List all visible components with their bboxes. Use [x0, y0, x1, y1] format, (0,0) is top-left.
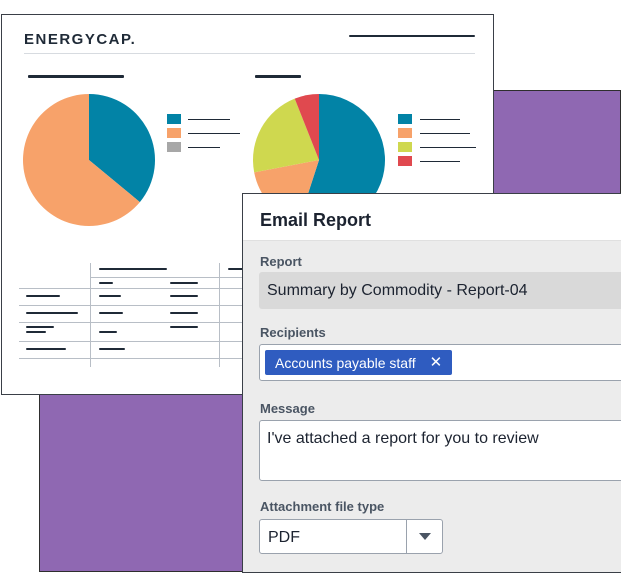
table-cell-placeholder: [170, 326, 198, 328]
recipient-chip[interactable]: Accounts payable staff ✕: [265, 350, 453, 375]
report-label: Report: [260, 254, 302, 269]
table-cell-placeholder: [99, 331, 117, 333]
legend2-label-placeholder: [420, 161, 460, 162]
legend1-swatch-gray: [167, 142, 181, 152]
pie-chart-2: [253, 94, 385, 226]
legend1-label-placeholder: [188, 119, 230, 120]
table-cell-placeholder: [99, 295, 121, 297]
table-cell-placeholder: [26, 348, 66, 350]
recipient-chip-label: Accounts payable staff: [275, 354, 416, 371]
table-cell-placeholder: [99, 282, 113, 284]
legend1-label-placeholder: [188, 147, 220, 148]
table-cell-placeholder: [26, 331, 46, 333]
table-cell-placeholder: [26, 326, 54, 328]
table-cell-placeholder: [170, 312, 198, 314]
energycap-logo: ENERGYCAP.: [24, 31, 137, 48]
table-rule: [19, 305, 244, 306]
table-cell-placeholder: [26, 312, 78, 314]
report-field: Summary by Commodity - Report-04: [259, 272, 621, 309]
close-icon[interactable]: ✕: [429, 354, 443, 371]
filetype-label: Attachment file type: [260, 499, 385, 514]
table-header-placeholder: [99, 268, 167, 270]
table-rule: [219, 263, 220, 367]
chart1-title-placeholder: [28, 75, 124, 78]
recipients-label: Recipients: [260, 325, 326, 340]
pie2-slice-1: [298, 94, 385, 226]
pie-chart-1: [23, 94, 156, 226]
dialog-title: Email Report: [260, 210, 372, 230]
filetype-selected-value: PDF: [268, 529, 300, 546]
table-rule: [19, 322, 244, 323]
table-rule: [19, 341, 244, 342]
legend2-swatch-teal: [398, 114, 412, 124]
report-field-value: Summary by Commodity - Report-04: [267, 282, 528, 299]
caret-down-icon[interactable]: [419, 533, 431, 540]
table-rule: [19, 358, 244, 359]
pie1-slice-1: [89, 94, 156, 203]
table-cell-placeholder: [99, 312, 123, 314]
message-label: Message: [260, 401, 315, 416]
table-header-placeholder: [228, 268, 244, 270]
header-divider: [24, 53, 475, 54]
legend2-swatch-red: [398, 156, 412, 166]
table-cell-placeholder: [99, 348, 125, 350]
pie2-slice-3: [253, 98, 319, 173]
email-report-dialog: Email Report Report Summary by Commodity…: [242, 193, 621, 573]
table-rule: [90, 277, 244, 278]
legend1-swatch-orange: [167, 128, 181, 138]
legend2-swatch-orange: [398, 128, 412, 138]
message-text: I've attached a report for you to review: [267, 430, 539, 447]
legend1-swatch-teal: [167, 114, 181, 124]
chart2-title-placeholder: [255, 75, 301, 78]
table-cell-placeholder: [170, 295, 198, 297]
recipients-input[interactable]: Accounts payable staff ✕: [259, 344, 621, 381]
pie1-slice-2: [23, 94, 140, 226]
select-divider: [406, 520, 407, 553]
table-rule: [19, 288, 244, 289]
legend2-label-placeholder: [420, 133, 470, 134]
dialog-header: Email Report: [243, 194, 621, 241]
filetype-select[interactable]: PDF: [259, 519, 443, 554]
legend1-label-placeholder: [188, 133, 240, 134]
legend2-swatch-lime: [398, 142, 412, 152]
pie2-slice-4: [294, 94, 319, 160]
message-textarea[interactable]: I've attached a report for you to review: [259, 420, 621, 481]
table-rule: [90, 263, 91, 367]
header-placeholder-text: [349, 35, 475, 37]
table-cell-placeholder: [26, 295, 60, 297]
table-cell-placeholder: [170, 282, 198, 284]
legend2-label-placeholder: [420, 147, 476, 148]
legend2-label-placeholder: [420, 119, 460, 120]
